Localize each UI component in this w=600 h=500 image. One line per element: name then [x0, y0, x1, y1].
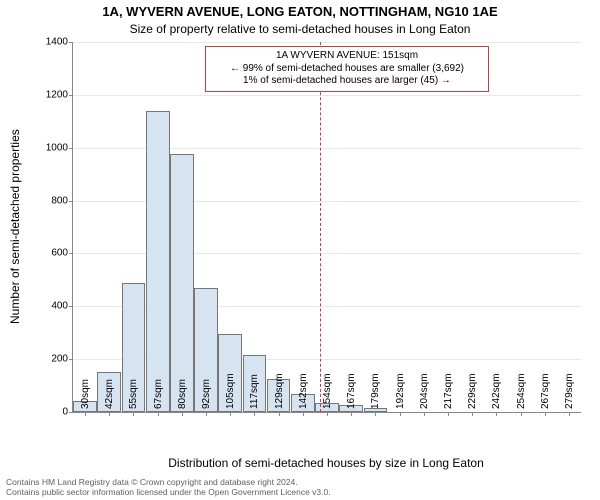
x-tick-mark	[182, 412, 183, 416]
x-tick-label: 105sqm	[225, 373, 236, 412]
annotation-box: 1A WYVERN AVENUE: 151sqm← 99% of semi-de…	[205, 46, 489, 92]
y-tick-label: 1400	[46, 37, 73, 48]
plot-area: 020040060080010001200140030sqm42sqm55sqm…	[72, 42, 581, 413]
x-tick-mark	[158, 412, 159, 416]
histogram-bar	[146, 111, 170, 412]
x-tick-label: 204sqm	[419, 373, 430, 412]
x-tick-mark	[303, 412, 304, 416]
x-tick-label: 267sqm	[540, 373, 551, 412]
x-tick-label: 154sqm	[322, 373, 333, 412]
y-tick-label: 800	[51, 195, 73, 206]
x-tick-mark	[521, 412, 522, 416]
x-tick-label: 30sqm	[80, 379, 91, 412]
annotation-line: 1A WYVERN AVENUE: 151sqm	[212, 50, 482, 63]
footer-attribution: Contains HM Land Registry data © Crown c…	[6, 478, 331, 498]
x-tick-mark	[85, 412, 86, 416]
x-tick-label: 217sqm	[443, 373, 454, 412]
x-tick-mark	[472, 412, 473, 416]
histogram-bar	[170, 154, 194, 412]
x-tick-mark	[109, 412, 110, 416]
x-tick-mark	[424, 412, 425, 416]
x-tick-label: 242sqm	[491, 373, 502, 412]
x-tick-label: 80sqm	[177, 379, 188, 412]
annotation-line: ← 99% of semi-detached houses are smalle…	[212, 63, 482, 76]
chart-title: 1A, WYVERN AVENUE, LONG EATON, NOTTINGHA…	[0, 4, 600, 19]
x-tick-label: 192sqm	[395, 373, 406, 412]
marker-line	[320, 42, 321, 412]
x-tick-label: 129sqm	[274, 373, 285, 412]
chart-subtitle: Size of property relative to semi-detach…	[0, 22, 600, 36]
x-tick-mark	[279, 412, 280, 416]
x-tick-label: 55sqm	[128, 379, 139, 412]
chart-container: 1A, WYVERN AVENUE, LONG EATON, NOTTINGHA…	[0, 0, 600, 500]
footer-line-2: Contains public sector information licen…	[6, 488, 331, 498]
y-tick-label: 600	[51, 248, 73, 259]
x-tick-label: 179sqm	[370, 373, 381, 412]
annotation-line: 1% of semi-detached houses are larger (4…	[212, 75, 482, 88]
x-tick-mark	[448, 412, 449, 416]
y-tick-label: 1000	[46, 142, 73, 153]
x-tick-label: 42sqm	[104, 379, 115, 412]
x-tick-mark	[400, 412, 401, 416]
x-tick-label: 254sqm	[516, 373, 527, 412]
x-tick-mark	[351, 412, 352, 416]
y-tick-label: 400	[51, 301, 73, 312]
x-tick-mark	[496, 412, 497, 416]
x-tick-label: 142sqm	[298, 373, 309, 412]
y-tick-label: 0	[62, 407, 73, 418]
x-tick-label: 92sqm	[201, 379, 212, 412]
y-axis-label: Number of semi-detached properties	[8, 42, 22, 412]
x-tick-label: 167sqm	[346, 373, 357, 412]
x-tick-mark	[254, 412, 255, 416]
x-tick-mark	[133, 412, 134, 416]
x-tick-label: 117sqm	[249, 374, 260, 412]
x-axis-label: Distribution of semi-detached houses by …	[72, 456, 580, 470]
x-tick-label: 67sqm	[153, 379, 164, 412]
gridline	[73, 42, 581, 43]
y-tick-label: 200	[51, 354, 73, 365]
x-tick-mark	[545, 412, 546, 416]
x-tick-label: 279sqm	[564, 373, 575, 412]
x-tick-mark	[327, 412, 328, 416]
x-tick-mark	[569, 412, 570, 416]
x-tick-label: 229sqm	[467, 373, 478, 412]
x-tick-mark	[375, 412, 376, 416]
y-tick-label: 1200	[46, 89, 73, 100]
gridline	[73, 95, 581, 96]
x-tick-mark	[230, 412, 231, 416]
x-tick-mark	[206, 412, 207, 416]
